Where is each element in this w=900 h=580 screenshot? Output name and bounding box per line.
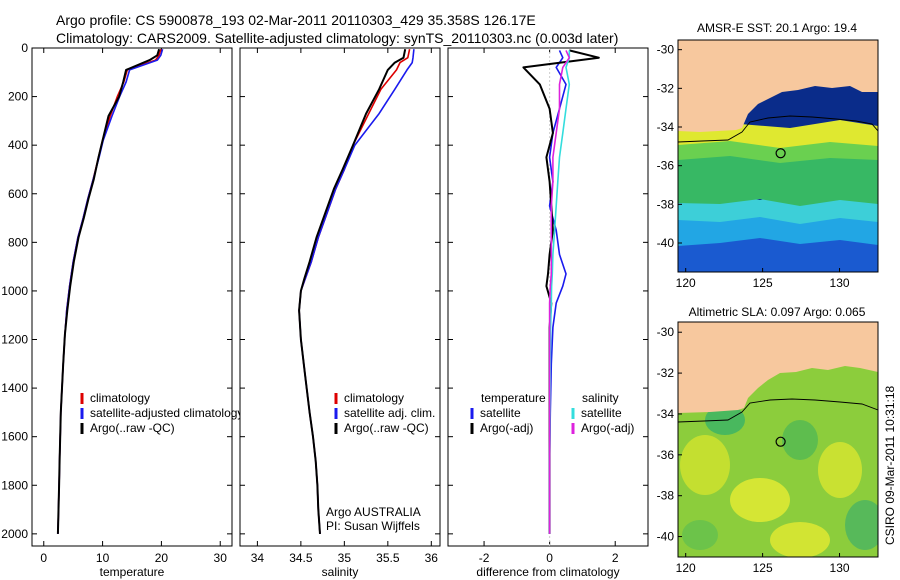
sst-map-axes: 120 125 130 -30 -32 -34 -36 -38 -40 xyxy=(657,43,850,290)
y-tick-label: 1600 xyxy=(1,430,28,444)
x-tick-label: 2 xyxy=(612,551,619,565)
map-y-tick-label: -38 xyxy=(657,197,675,211)
x-axis-label: difference from climatology xyxy=(476,565,619,579)
y-tick-label: 800 xyxy=(8,235,28,249)
x-tick-label: 10 xyxy=(96,551,110,565)
series-group xyxy=(522,49,600,534)
legend-label: satellite xyxy=(480,406,521,420)
map-x-tick-label: 120 xyxy=(676,276,696,290)
sst-float-marker xyxy=(775,148,786,159)
map-y-tick-label: -40 xyxy=(657,530,675,544)
annotation-text: PI: Susan Wijffels xyxy=(326,519,420,533)
series-group xyxy=(56,48,164,534)
sla-blob xyxy=(782,420,818,460)
legend-label: satellite xyxy=(581,406,622,420)
map-x-tick-label: 125 xyxy=(753,561,773,575)
header-line-1: Argo profile: CS 5900878_193 02-Mar-2011… xyxy=(56,12,536,28)
map-y-tick-label: -34 xyxy=(657,407,675,421)
sla-blob xyxy=(730,478,790,522)
x-axis-label: salinity xyxy=(322,565,359,579)
map-y-tick-label: -32 xyxy=(657,81,675,95)
plot-frame xyxy=(31,47,233,547)
map-y-tick-label: -40 xyxy=(657,236,675,250)
map-x-tick-label: 130 xyxy=(830,276,850,290)
y-tick-label: 200 xyxy=(8,90,28,104)
sst-map xyxy=(678,40,878,272)
y-tick-label: 600 xyxy=(8,187,28,201)
annotation-text: Argo AUSTRALIA xyxy=(326,505,421,519)
plot-frame xyxy=(447,47,649,547)
sla-map-title: Altimetric SLA: 0.097 Argo: 0.065 xyxy=(689,305,866,319)
legend-label: Argo(..raw -QC) xyxy=(344,421,429,435)
series-line xyxy=(298,49,407,534)
sla-blob xyxy=(682,520,718,550)
legend-label: Argo(-adj) xyxy=(581,421,634,435)
sla-blob xyxy=(770,522,830,557)
map-y-tick-label: -36 xyxy=(657,159,675,173)
map-y-tick-label: -34 xyxy=(657,120,675,134)
map-x-tick-label: 125 xyxy=(753,276,773,290)
x-tick-label: 0 xyxy=(40,551,47,565)
sst-map-title: AMSR-E SST: 20.1 Argo: 19.4 xyxy=(697,21,857,35)
x-tick-label: 35.5 xyxy=(376,551,400,565)
map-y-tick-label: -38 xyxy=(657,489,675,503)
y-tick-label: 400 xyxy=(8,138,28,152)
x-tick-label: 30 xyxy=(214,551,228,565)
series-group xyxy=(298,49,415,534)
salinity-panel: 34 34.5 35 35.5 36 salinity climatologysatelli… xyxy=(239,47,441,579)
map-x-tick-label: 130 xyxy=(830,561,850,575)
plot-frame xyxy=(239,47,441,547)
sla-map xyxy=(678,322,878,557)
sla-blob xyxy=(680,435,730,495)
series-line xyxy=(548,50,571,534)
sst-land xyxy=(678,40,878,132)
x-tick-label: 34.5 xyxy=(289,551,313,565)
sst-map-frame xyxy=(677,39,879,273)
sla-coastline xyxy=(678,398,878,423)
x-tick-label: 36 xyxy=(425,551,439,565)
header-line-2: Climatology: CARS2009. Satellite-adjuste… xyxy=(56,30,618,46)
sla-map-frame xyxy=(677,321,879,558)
legend-label: Argo(..raw -QC) xyxy=(90,421,175,435)
sst-band-green xyxy=(678,145,878,206)
x-tick-label: 34 xyxy=(251,551,265,565)
legend-label: satellite-adjusted climatology xyxy=(90,406,243,420)
sla-blob xyxy=(845,500,878,550)
y-tick-label: 1000 xyxy=(1,284,28,298)
map-y-tick-label: -30 xyxy=(657,43,675,57)
sst-coastline xyxy=(678,115,878,143)
temperature-panel: 0 200 400 600 800 1000 1200 1400 1600 1800 2000 0 10… xyxy=(1,41,243,579)
credit-text: CSIRO 09-Mar-2011 10:31:18 xyxy=(883,385,897,545)
x-tick-label: 0 xyxy=(546,551,553,565)
sla-float-marker xyxy=(775,436,786,447)
legend-header: salinity xyxy=(582,391,619,405)
x-tick-label: 35 xyxy=(338,551,352,565)
sla-map-axes: 120 125 130 -30 -32 -34 -36 -38 -40 xyxy=(657,325,850,575)
legend-header: temperature xyxy=(481,391,546,405)
map-x-tick-label: 120 xyxy=(676,561,696,575)
legend-label: satellite adj. clim. xyxy=(344,406,435,420)
sla-land xyxy=(678,322,878,413)
legend-label: climatology xyxy=(344,391,404,405)
y-tick-label: 1200 xyxy=(1,333,28,347)
map-y-tick-label: -36 xyxy=(657,448,675,462)
y-tick-label: 2000 xyxy=(1,527,28,541)
x-tick-label: -2 xyxy=(479,551,490,565)
x-axis-label: temperature xyxy=(100,565,165,579)
map-y-tick-label: -32 xyxy=(657,366,675,380)
y-tick-label: 1400 xyxy=(1,381,28,395)
y-tick-label: 1800 xyxy=(1,478,28,492)
series-line xyxy=(56,48,161,534)
map-y-tick-label: -30 xyxy=(657,325,675,339)
legend-label: climatology xyxy=(90,391,150,405)
y-tick-label: 0 xyxy=(21,41,28,55)
x-tick-label: 20 xyxy=(155,551,169,565)
legend-label: Argo(-adj) xyxy=(480,421,533,435)
sla-blob xyxy=(818,442,862,498)
